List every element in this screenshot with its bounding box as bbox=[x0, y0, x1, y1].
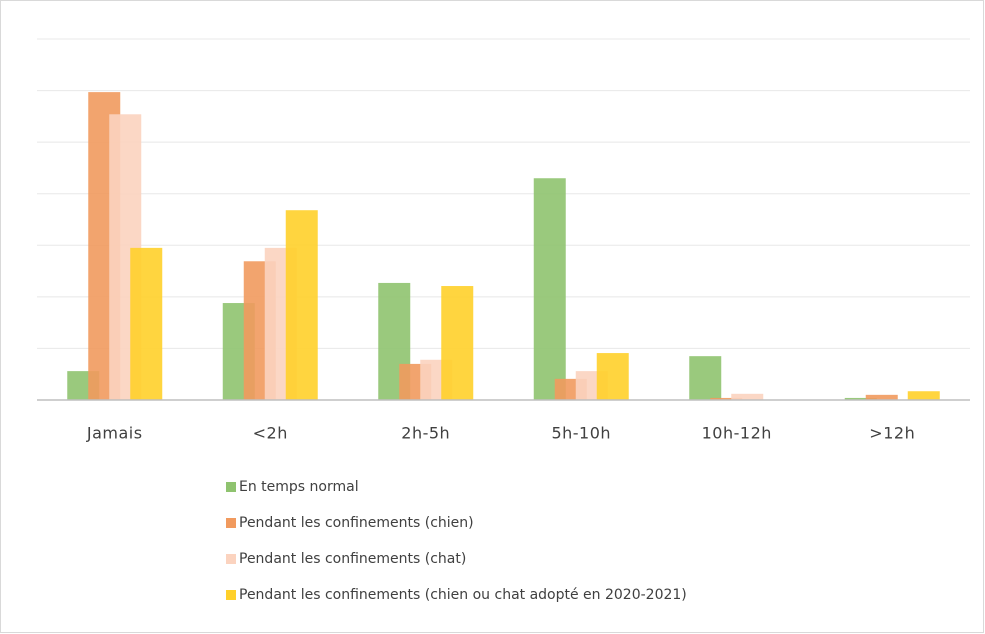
legend-label: Pendant les confinements (chien ou chat … bbox=[239, 587, 687, 603]
x-tick-label: Jamais bbox=[86, 424, 143, 443]
bar bbox=[285, 210, 318, 400]
x-tick-label: <2h bbox=[253, 424, 288, 443]
x-tick-label: 2h-5h bbox=[401, 424, 450, 443]
bar bbox=[533, 178, 566, 400]
bar bbox=[865, 394, 898, 400]
bar bbox=[731, 393, 764, 400]
bar bbox=[689, 356, 722, 400]
bar bbox=[130, 247, 163, 400]
legend-label: Pendant les confinements (chat) bbox=[239, 551, 466, 567]
bar bbox=[710, 397, 743, 400]
x-tick-label: >12h bbox=[869, 424, 915, 443]
x-tick-label: 5h-10h bbox=[551, 424, 611, 443]
bar bbox=[441, 286, 474, 400]
legend-swatch bbox=[226, 518, 236, 528]
legend-label: Pendant les confinements (chien) bbox=[239, 515, 474, 531]
bar bbox=[907, 391, 940, 400]
legend-swatch bbox=[226, 554, 236, 564]
x-tick-label: 10h-12h bbox=[702, 424, 772, 443]
legend-swatch bbox=[226, 590, 236, 600]
bar bbox=[844, 397, 877, 400]
legend-label: En temps normal bbox=[239, 479, 359, 495]
bar bbox=[596, 353, 629, 400]
legend-swatch bbox=[226, 482, 236, 492]
